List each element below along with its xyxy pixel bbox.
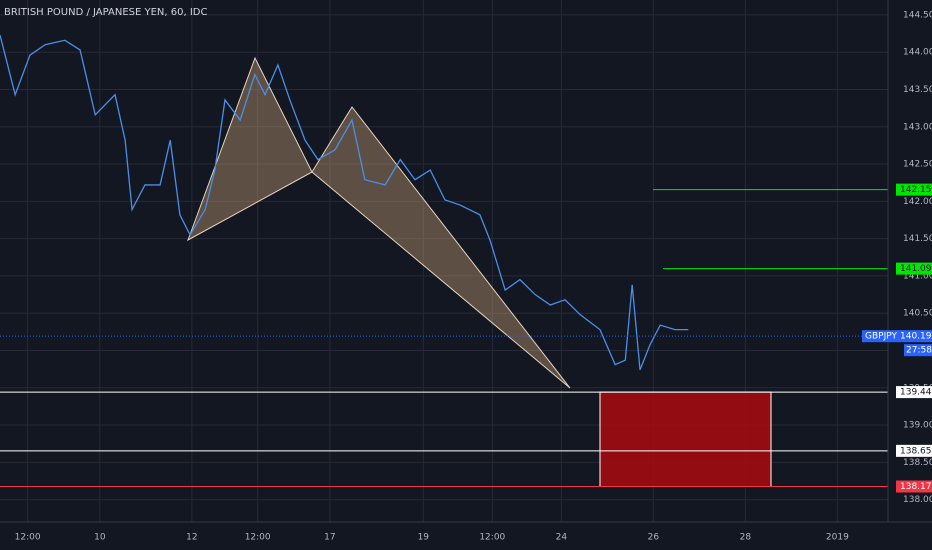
level-label-box [896,262,932,275]
level-label: 138.654 [900,446,932,456]
harmonic-pattern [311,106,571,389]
level-label-box [896,183,932,196]
grid [0,0,888,522]
x-tick-label: 19 [418,533,430,543]
y-tick-label: 141.500 [903,234,932,244]
level-label-box [896,386,932,399]
symbol-box [862,330,896,343]
x-tick-label: 26 [648,533,660,543]
x-tick-label: 12:00 [245,533,271,543]
y-tick-label: 142.500 [903,160,932,170]
x-tick-label: 12 [186,533,197,543]
countdown-box [904,344,932,357]
x-tick-label: 12:00 [479,533,505,543]
x-tick-label: 12:00 [15,533,41,543]
level-label: 142.157 [900,185,932,195]
level-label: 139.442 [900,388,932,398]
price-line [0,34,689,371]
y-tick-label: 139.000 [903,421,932,431]
level-label-box [896,480,932,493]
x-tick-label: 10 [94,533,106,543]
y-tick-label: 138.500 [903,458,932,468]
y-tick-label: 143.000 [903,122,932,132]
x-tick-label: 2019 [826,533,849,543]
level-label: 138.176 [900,482,932,492]
y-tick-label: 144.000 [903,48,932,58]
level-label-box [896,444,932,457]
y-tick-label: 144.500 [903,10,932,20]
symbol-label: GBPJPY [865,332,897,342]
chart-title: BRITISH POUND / JAPANESE YEN, 60, IDC [4,7,207,18]
countdown-label: 27:58 [906,346,932,356]
harmonic-pattern [187,56,313,242]
y-tick-label: 140.500 [903,309,932,319]
y-tick-label: 142.000 [903,197,932,207]
level-label-box [896,330,932,343]
y-tick-label: 138.000 [903,495,932,505]
x-tick-label: 28 [740,533,752,543]
x-tick-label: 24 [556,533,568,543]
axes: 138.000138.500139.000139.500140.000140.5… [15,10,932,543]
level-label: 141.098 [900,264,932,274]
level-label: 140.192 [900,332,932,342]
y-tick-label: 143.500 [903,85,932,95]
y-tick-label: 141.000 [903,271,932,281]
target-zone [599,391,772,488]
x-tick-label: 17 [324,533,335,543]
plot [0,34,888,488]
